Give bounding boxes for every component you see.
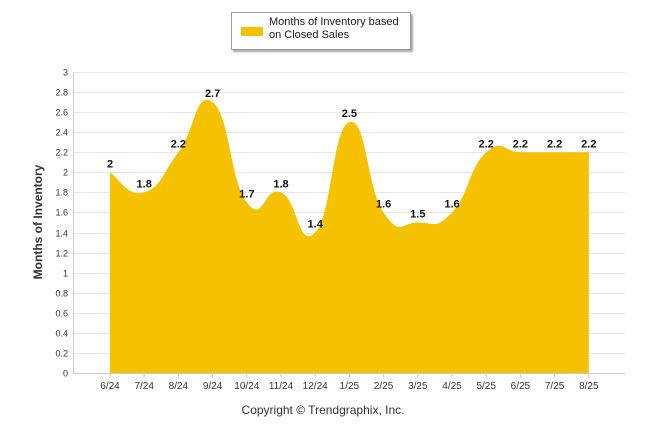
y-tick-label: 0 xyxy=(63,369,68,379)
x-tick-label: 3/25 xyxy=(408,381,428,392)
y-tick-label: 1.6 xyxy=(55,208,68,218)
legend-label: Months of Inventory based on Closed Sale… xyxy=(269,16,399,41)
y-tick-label: 1 xyxy=(63,269,68,279)
data-label: 2.2 xyxy=(547,138,562,150)
y-tick-label: 1.4 xyxy=(55,229,68,239)
y-tick-label: 1.2 xyxy=(55,249,68,259)
x-tick-label: 4/25 xyxy=(442,381,462,392)
x-tick-label: 7/24 xyxy=(134,381,154,392)
y-tick-label: 3 xyxy=(63,68,68,78)
y-axis-ticks: 0 0.2 0.4 0.6 0.8 1 1.2 1.4 1.6 1.8 2 2.2 2.4 2.6 2.8 3 xyxy=(55,68,68,379)
x-tick-label: 12/24 xyxy=(303,381,328,392)
y-tick-label: 2 xyxy=(63,168,68,178)
y-axis-label: Months of Inventory xyxy=(31,164,45,280)
x-tick-label: 9/24 xyxy=(203,381,223,392)
data-label: 1.6 xyxy=(444,198,459,210)
copyright-text: Copyright © Trendgraphix, Inc. xyxy=(241,403,405,417)
series-area-fill xyxy=(110,99,589,374)
y-tick-label: 0.2 xyxy=(55,349,68,359)
data-label: 1.6 xyxy=(376,198,391,210)
data-label: 1.8 xyxy=(273,178,288,190)
x-tick-label: 6/25 xyxy=(511,381,531,392)
data-label: 2.2 xyxy=(479,138,494,150)
data-label: 2.2 xyxy=(171,138,186,150)
data-label: 2.5 xyxy=(342,108,357,120)
data-label: 2.2 xyxy=(581,138,596,150)
x-tick-label: 1/25 xyxy=(340,381,360,392)
data-label: 1.8 xyxy=(137,178,152,190)
data-labels: 2 1.8 2.2 2.7 1.7 1.8 1.4 2.5 1.6 1.5 1.6 2.2 2.2 2.2… xyxy=(107,88,597,230)
x-tick-label: 10/24 xyxy=(234,381,259,392)
data-label: 1.7 xyxy=(239,188,254,200)
data-label: 1.5 xyxy=(410,209,425,221)
legend-swatch xyxy=(241,27,263,36)
y-tick-label: 0.6 xyxy=(55,309,68,319)
y-tick-label: 0.4 xyxy=(55,329,68,339)
data-label: 2.7 xyxy=(205,88,220,100)
y-tick-label: 1.8 xyxy=(55,188,68,198)
x-tick-label: 8/24 xyxy=(169,381,189,392)
y-tick-label: 2.6 xyxy=(55,108,68,118)
data-label: 2 xyxy=(107,158,113,170)
y-tick-label: 2.8 xyxy=(55,88,68,98)
x-tick-label: 5/25 xyxy=(476,381,496,392)
y-tick-label: 2.4 xyxy=(55,128,68,138)
y-tick-label: 2.2 xyxy=(55,148,68,158)
x-tick-label: 7/25 xyxy=(545,381,565,392)
x-axis-ticks: 6/24 7/24 8/24 9/24 10/24 11/24 12/24 1/25 2/25 3… xyxy=(100,373,599,392)
y-tick-label: 0.8 xyxy=(55,289,68,299)
x-tick-label: 11/24 xyxy=(269,381,294,392)
data-label: 2.2 xyxy=(513,138,528,150)
x-tick-label: 2/25 xyxy=(374,381,394,392)
data-label: 1.4 xyxy=(308,219,324,231)
series-area xyxy=(110,99,589,374)
x-tick-label: 8/25 xyxy=(579,381,599,392)
x-tick-label: 6/24 xyxy=(100,381,120,392)
legend: Months of Inventory based on Closed Sale… xyxy=(231,12,411,50)
